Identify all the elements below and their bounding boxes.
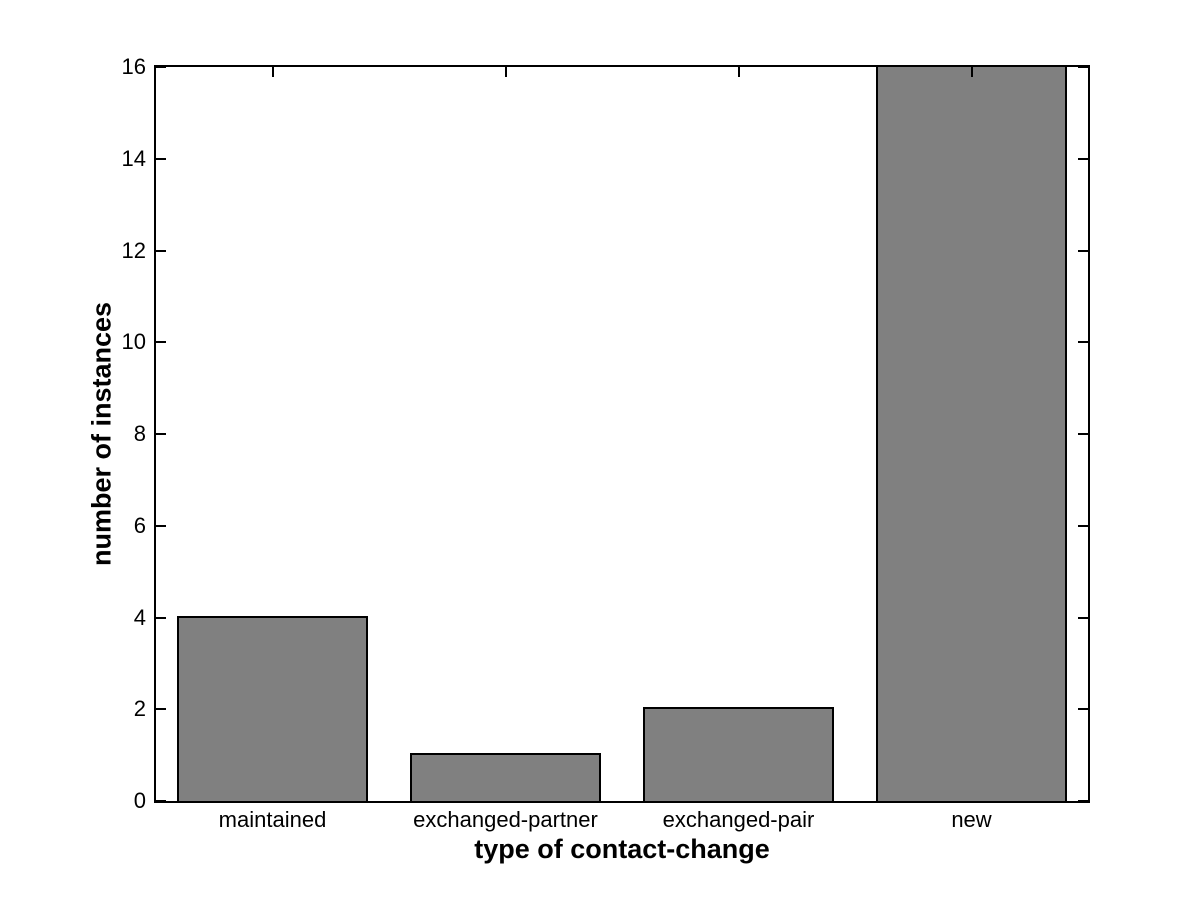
y-tick-left (156, 433, 166, 435)
y-tick-label: 12 (121, 237, 146, 263)
y-tick-label: 2 (133, 696, 146, 722)
y-tick-right (1078, 616, 1088, 619)
bar-new (876, 65, 1067, 803)
x-tick-label: exchanged-pair (662, 807, 815, 832)
y-tick-label: 16 (121, 54, 146, 79)
y-tick-right (1078, 66, 1088, 68)
bar-maintained (177, 615, 368, 803)
y-tick-left (156, 341, 166, 344)
y-tick-label: 10 (121, 329, 146, 355)
y-tick-left (156, 157, 166, 160)
x-tick-top (737, 67, 740, 77)
y-tick-right (1078, 157, 1088, 160)
y-tick-right (1078, 800, 1088, 802)
x-tick-top (970, 67, 973, 77)
y-tick-right (1078, 341, 1088, 344)
y-tick-label: 14 (121, 145, 146, 171)
x-tick-label: new (951, 807, 992, 832)
plot-area (154, 65, 1090, 803)
y-tick-left (156, 800, 166, 802)
y-tick-label: 4 (133, 604, 146, 630)
y-tick-label: 6 (133, 512, 146, 538)
x-tick-top (504, 67, 507, 77)
x-tick-label: maintained (218, 807, 327, 832)
bar-exchanged-pair (643, 707, 834, 803)
y-tick-right (1078, 708, 1088, 711)
y-tick-left (156, 708, 166, 711)
y-tick-left (156, 524, 166, 527)
y-tick-left (156, 66, 166, 68)
x-tick-label: exchanged-partner (413, 807, 598, 832)
y-tick-right (1078, 524, 1088, 527)
y-tick-left (156, 249, 166, 252)
x-axis-label: type of contact-change (474, 834, 770, 864)
bar-exchanged-partner (410, 753, 601, 803)
y-tick-label: 8 (133, 421, 146, 446)
y-tick-right (1078, 433, 1088, 435)
y-tick-right (1078, 249, 1088, 252)
x-tick-top (271, 67, 274, 77)
y-tick-left (156, 616, 166, 619)
y-tick-label: 0 (133, 788, 146, 813)
